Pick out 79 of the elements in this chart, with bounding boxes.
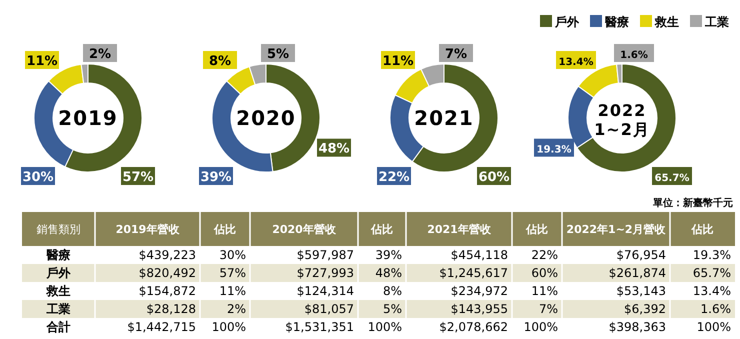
- data-label: 39%: [375, 248, 402, 262]
- data-label: $234,972: [450, 284, 508, 298]
- data-label: 100%: [212, 320, 246, 334]
- data-label: $2,078,662: [439, 320, 508, 334]
- data-label: $454,118: [450, 248, 508, 262]
- category-label: 佔比: [525, 223, 548, 236]
- legend-label: 戶外: [554, 15, 580, 29]
- text: 銷售類別: [36, 223, 80, 236]
- data-label: $727,993: [296, 266, 354, 280]
- data-label: 65.7%: [692, 266, 731, 280]
- category-label: 佔比: [213, 223, 236, 236]
- data-label: $261,874: [608, 266, 666, 280]
- data-label: 19.3%: [536, 144, 572, 156]
- data-label: 8%: [382, 284, 402, 298]
- text: 單位：新臺幣千元: [652, 197, 733, 209]
- data-label: 100%: [368, 320, 402, 334]
- category-label: 2019年營收: [116, 223, 180, 236]
- data-label: 22%: [531, 248, 558, 262]
- data-label: 60%: [478, 170, 510, 185]
- data-label: 39%: [200, 170, 232, 185]
- text: 2022 1~2月: [594, 101, 650, 139]
- data-label: 19.3%: [692, 248, 731, 262]
- data-label: 57%: [122, 170, 154, 185]
- text: 醫療: [46, 248, 70, 262]
- data-label: $81,057: [304, 302, 354, 316]
- data-label: $154,872: [138, 284, 196, 298]
- data-label: 7%: [444, 47, 468, 62]
- data-label: 11%: [382, 54, 414, 69]
- text: 合計: [46, 320, 70, 334]
- text: 2019: [58, 106, 118, 130]
- data-label: 100%: [696, 320, 731, 334]
- data-label: 48%: [375, 266, 402, 280]
- data-label: 13.4%: [692, 284, 731, 298]
- text: 2021: [414, 106, 474, 130]
- data-label: 11%: [219, 284, 246, 298]
- data-label: 5%: [266, 47, 290, 62]
- data-label: $1,442,715: [127, 320, 196, 334]
- data-label: 11%: [531, 284, 558, 298]
- data-label: $28,128: [146, 302, 196, 316]
- data-label: 57%: [219, 266, 246, 280]
- data-label: 13.4%: [558, 57, 594, 68]
- data-label: $76,954: [616, 248, 666, 262]
- series-label: 工業: [46, 302, 70, 316]
- data-label: 7%: [538, 302, 558, 316]
- category-label: 2021年營收: [427, 223, 492, 236]
- data-label: $1,245,617: [439, 266, 508, 280]
- data-label: 65.7%: [654, 173, 690, 184]
- data-label: $597,987: [296, 248, 354, 262]
- data-label: $124,314: [296, 284, 354, 298]
- data-label: $439,223: [138, 248, 196, 262]
- data-label: 2%: [226, 302, 246, 316]
- data-label: $143,955: [450, 302, 508, 316]
- category-label: 2022年1~2月營收: [566, 223, 667, 236]
- legend-label: 工業: [704, 15, 729, 29]
- data-label: 11%: [26, 54, 58, 69]
- legend-label: 醫療: [605, 15, 629, 29]
- data-label: $820,492: [138, 266, 196, 280]
- data-label: 2%: [88, 47, 112, 62]
- data-label: 5%: [382, 302, 402, 316]
- data-label: 1.6%: [620, 50, 648, 61]
- data-label: 30%: [219, 248, 246, 262]
- data-label: $6,392: [624, 302, 666, 316]
- data-label: 30%: [22, 170, 54, 185]
- text: 2020: [236, 106, 296, 130]
- data-label: 60%: [531, 266, 558, 280]
- data-label: 100%: [524, 320, 558, 334]
- category-label: 佔比: [370, 223, 393, 236]
- category-label: 2020年營收: [272, 223, 337, 236]
- data-label: $1,531,351: [285, 320, 354, 334]
- data-label: 48%: [318, 142, 350, 157]
- series-label: 戶外: [46, 266, 72, 280]
- data-label: $53,143: [616, 284, 666, 298]
- data-label: 8%: [208, 54, 232, 69]
- data-label: 1.6%: [700, 302, 731, 316]
- category-label: 佔比: [690, 223, 714, 236]
- data-label: 22%: [378, 170, 410, 185]
- legend-label: 救生: [654, 15, 679, 29]
- data-label: $398,363: [608, 320, 666, 334]
- text: 救生: [46, 284, 70, 298]
